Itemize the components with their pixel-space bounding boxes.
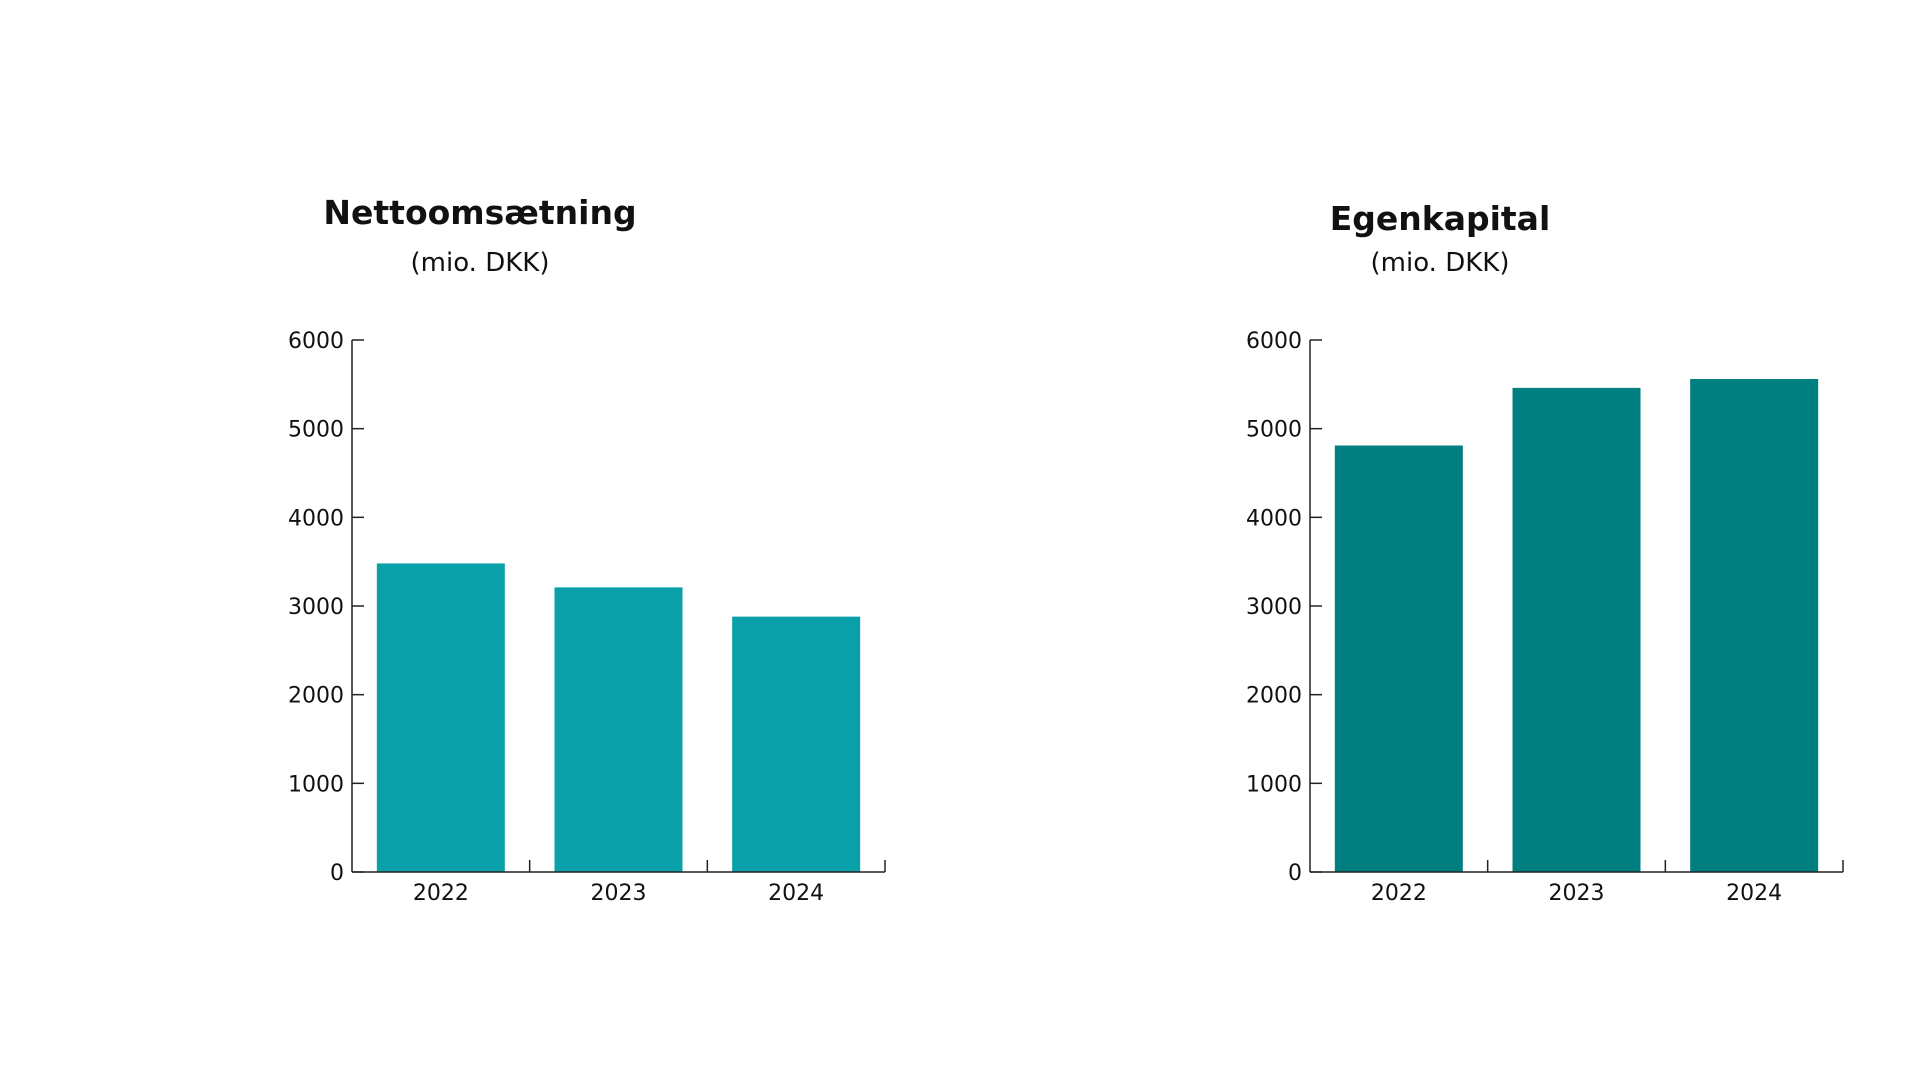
y-tick-label: 6000	[1246, 329, 1302, 354]
y-tick-label: 1000	[1246, 772, 1302, 797]
x-tick-label: 2024	[1726, 881, 1782, 906]
y-tick-label: 3000	[288, 595, 344, 620]
x-tick-label: 2022	[1371, 881, 1427, 906]
y-tick-label: 3000	[1246, 595, 1302, 620]
bar-2023	[554, 587, 683, 872]
y-tick-label: 2000	[1246, 684, 1302, 709]
y-tick-label: 5000	[1246, 418, 1302, 443]
y-tick-label: 1000	[288, 772, 344, 797]
bar-2024	[732, 616, 861, 872]
chart-subtitle: (mio. DKK)	[1370, 248, 1510, 278]
equity-chart: Egenkapital (mio. DKK) 0 1000 2000 3000 4000…	[960, 0, 1920, 1080]
y-tick-label: 2000	[288, 684, 344, 709]
revenue-bar-plot: 0 1000 2000 3000 4000 5000 6000 2022 2023 2024	[288, 329, 886, 906]
revenue-chart: Nettoomsætning (mio. DKK) 0 1000 2000 3000 4…	[288, 193, 886, 906]
chart-title: Nettoomsætning	[323, 193, 637, 232]
y-tick-label: 0	[1288, 861, 1302, 886]
bar-2024	[1690, 379, 1819, 872]
y-tick-label: 4000	[1246, 506, 1302, 531]
y-tick-label: 0	[330, 861, 344, 886]
y-tick-label: 5000	[288, 418, 344, 443]
x-tick-label: 2022	[413, 881, 469, 906]
x-tick-label: 2024	[768, 881, 824, 906]
y-tick-label: 4000	[288, 506, 344, 531]
equity-bar-plot: 0 1000 2000 3000 4000 5000 6000 2022 2023 2024	[1246, 329, 1844, 906]
x-tick-label: 2023	[1549, 881, 1605, 906]
bar-2022	[1334, 445, 1463, 872]
bar-2022	[376, 563, 505, 872]
y-tick-label: 6000	[288, 329, 344, 354]
chart-subtitle: (mio. DKK)	[410, 248, 550, 278]
bar-2023	[1512, 387, 1641, 872]
chart-title: Egenkapital	[1329, 199, 1551, 238]
x-tick-label: 2023	[591, 881, 647, 906]
